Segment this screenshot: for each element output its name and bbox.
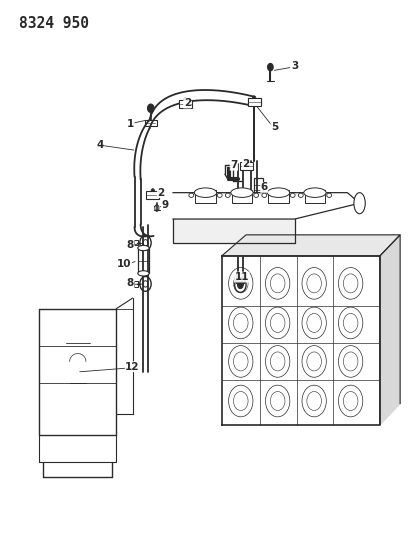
Ellipse shape	[217, 193, 222, 197]
Bar	[134, 240, 138, 245]
Ellipse shape	[262, 193, 267, 197]
Text: 8: 8	[127, 240, 134, 251]
Bar	[268, 190, 289, 203]
Polygon shape	[222, 256, 380, 425]
Bar	[195, 190, 216, 203]
Text: 11: 11	[235, 272, 249, 282]
Bar	[74, 362, 83, 375]
Ellipse shape	[254, 193, 259, 197]
Text: 4: 4	[97, 140, 104, 150]
Bar	[146, 191, 159, 199]
Ellipse shape	[231, 188, 253, 197]
Polygon shape	[39, 298, 132, 462]
Bar	[232, 190, 252, 203]
Ellipse shape	[327, 193, 332, 197]
Circle shape	[184, 98, 187, 102]
Text: 2: 2	[242, 159, 249, 168]
Circle shape	[238, 281, 243, 289]
Circle shape	[245, 160, 248, 165]
Polygon shape	[380, 235, 400, 425]
Ellipse shape	[354, 192, 365, 214]
Bar	[305, 190, 325, 203]
Ellipse shape	[298, 193, 303, 197]
Text: 2: 2	[184, 98, 191, 108]
Text: 7: 7	[230, 160, 238, 170]
Ellipse shape	[290, 193, 295, 197]
Polygon shape	[173, 192, 360, 219]
Text: 12: 12	[125, 362, 140, 372]
Polygon shape	[173, 219, 295, 243]
Text: 2: 2	[157, 188, 164, 198]
Text: 3: 3	[291, 61, 298, 71]
Bar	[134, 281, 138, 287]
Circle shape	[252, 96, 256, 100]
Ellipse shape	[267, 188, 290, 197]
Ellipse shape	[304, 188, 326, 197]
Text: 6: 6	[261, 182, 268, 192]
Bar	[254, 179, 263, 195]
Bar	[248, 98, 261, 105]
Circle shape	[148, 104, 154, 112]
Circle shape	[71, 362, 85, 382]
Bar	[138, 248, 149, 273]
Circle shape	[268, 63, 273, 71]
Bar	[240, 163, 252, 170]
Bar	[145, 120, 157, 126]
Circle shape	[74, 368, 81, 376]
Text: 8324 950: 8324 950	[19, 16, 89, 31]
Ellipse shape	[194, 188, 217, 197]
Text: 9: 9	[162, 200, 169, 210]
Text: 10: 10	[117, 260, 132, 269]
Circle shape	[151, 189, 155, 193]
Bar	[179, 100, 192, 108]
Ellipse shape	[138, 245, 149, 251]
Text: 8: 8	[127, 278, 134, 288]
Ellipse shape	[225, 193, 230, 197]
Bar	[236, 273, 245, 284]
Bar	[248, 98, 261, 106]
Ellipse shape	[189, 193, 194, 197]
Text: 1: 1	[127, 119, 134, 129]
Ellipse shape	[138, 271, 149, 276]
Polygon shape	[222, 235, 400, 256]
Text: 5: 5	[271, 122, 278, 132]
